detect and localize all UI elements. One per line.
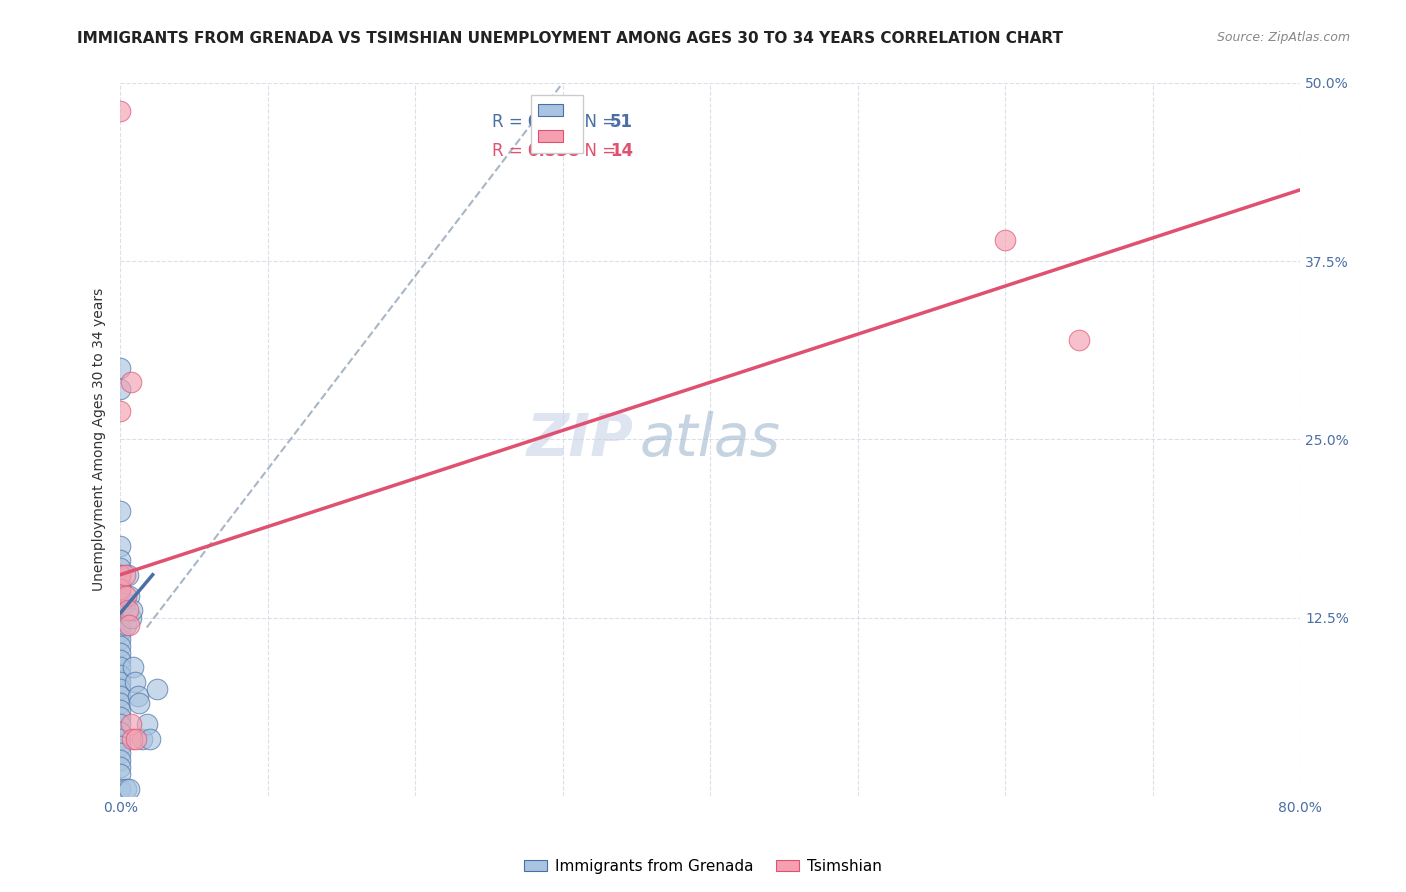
Text: atlas: atlas xyxy=(640,411,780,467)
Text: N =: N = xyxy=(575,142,621,160)
Point xyxy=(110,746,132,760)
Point xyxy=(146,681,169,696)
Point xyxy=(115,781,138,796)
Point xyxy=(110,731,132,746)
Point xyxy=(117,603,139,617)
Point xyxy=(115,617,138,632)
Point xyxy=(110,617,132,632)
Point xyxy=(110,603,132,617)
Point xyxy=(120,717,142,731)
Point xyxy=(110,589,132,603)
Point xyxy=(118,781,141,796)
Point xyxy=(110,681,132,696)
Point xyxy=(110,503,132,517)
Point xyxy=(110,781,132,796)
Point xyxy=(110,710,132,724)
Y-axis label: Unemployment Among Ages 30 to 34 years: Unemployment Among Ages 30 to 34 years xyxy=(93,288,107,591)
Point xyxy=(110,639,132,653)
Point xyxy=(110,724,132,739)
Point xyxy=(1067,333,1090,347)
Text: 0.538: 0.538 xyxy=(527,142,579,160)
Point xyxy=(110,689,132,703)
Point xyxy=(110,717,132,731)
Point xyxy=(125,731,148,746)
Point xyxy=(124,674,146,689)
Point xyxy=(110,610,132,624)
Point xyxy=(114,567,136,582)
Point xyxy=(994,233,1017,247)
Point xyxy=(110,104,132,119)
Point xyxy=(115,589,138,603)
Point xyxy=(110,760,132,774)
Point xyxy=(120,376,142,390)
Point xyxy=(110,646,132,660)
Point xyxy=(122,660,145,674)
Point xyxy=(114,596,136,610)
Point xyxy=(110,596,132,610)
Point xyxy=(110,553,132,567)
Text: 0.182: 0.182 xyxy=(527,113,579,131)
Point xyxy=(118,617,141,632)
Point xyxy=(110,739,132,753)
Point xyxy=(110,361,132,376)
Point xyxy=(121,731,143,746)
Point xyxy=(110,582,132,596)
Point xyxy=(110,624,132,639)
Point xyxy=(118,589,141,603)
Point xyxy=(110,753,132,767)
Point xyxy=(110,567,132,582)
Text: Source: ZipAtlas.com: Source: ZipAtlas.com xyxy=(1216,31,1350,45)
Point xyxy=(121,603,143,617)
Point xyxy=(128,696,150,710)
Point xyxy=(110,567,132,582)
Legend: , : , xyxy=(531,95,582,153)
Point xyxy=(110,574,132,589)
Point xyxy=(110,582,132,596)
Point xyxy=(110,667,132,681)
Point xyxy=(110,653,132,667)
Text: R =: R = xyxy=(492,113,527,131)
Point xyxy=(117,567,139,582)
Point xyxy=(110,674,132,689)
Text: N =: N = xyxy=(575,113,621,131)
Text: IMMIGRANTS FROM GRENADA VS TSIMSHIAN UNEMPLOYMENT AMONG AGES 30 TO 34 YEARS CORR: IMMIGRANTS FROM GRENADA VS TSIMSHIAN UNE… xyxy=(77,31,1063,46)
Point xyxy=(138,731,160,746)
Point xyxy=(135,717,157,731)
Point xyxy=(110,539,132,553)
Text: R =: R = xyxy=(492,142,527,160)
Legend: Immigrants from Grenada, Tsimshian: Immigrants from Grenada, Tsimshian xyxy=(519,853,887,880)
Point xyxy=(127,689,149,703)
Text: 14: 14 xyxy=(610,142,633,160)
Point xyxy=(131,731,153,746)
Point xyxy=(110,383,132,397)
Text: 51: 51 xyxy=(610,113,633,131)
Point xyxy=(110,703,132,717)
Point xyxy=(120,610,142,624)
Point xyxy=(110,767,132,781)
Point xyxy=(110,560,132,574)
Point xyxy=(110,404,132,418)
Point xyxy=(110,696,132,710)
Point xyxy=(110,660,132,674)
Point xyxy=(110,632,132,646)
Text: ZIP: ZIP xyxy=(527,411,634,467)
